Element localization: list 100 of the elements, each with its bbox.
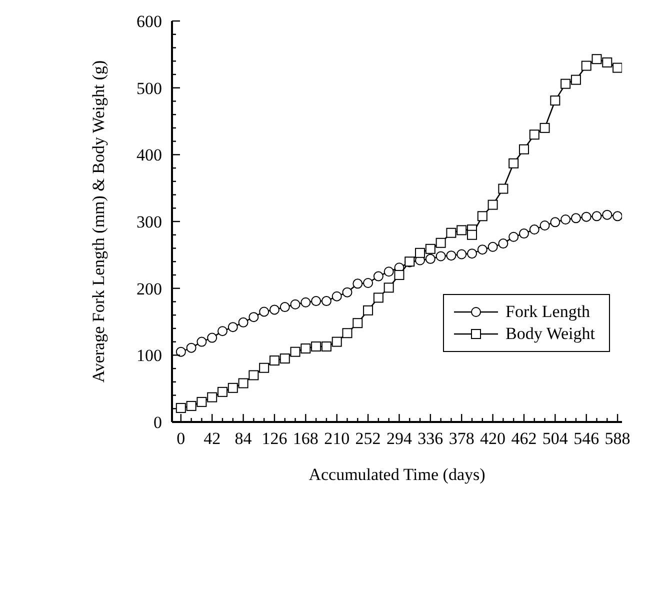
point <box>529 130 540 140</box>
y-tick-label: 0 <box>154 413 162 432</box>
point <box>488 242 498 252</box>
point <box>332 291 342 302</box>
point <box>467 248 477 259</box>
point <box>207 392 218 402</box>
point <box>436 251 446 262</box>
point <box>394 270 404 280</box>
point <box>560 214 571 224</box>
point <box>518 228 529 239</box>
point <box>581 60 592 71</box>
point <box>550 96 560 106</box>
y-tick-label: 500 <box>136 78 162 98</box>
x-tick-label: 0 <box>176 429 186 448</box>
legend-label: Body Weight <box>506 324 595 344</box>
point <box>290 346 300 357</box>
x-tick-label: 588 <box>604 429 630 448</box>
x-tick-label: 42 <box>204 429 221 448</box>
point <box>415 248 426 258</box>
x-tick-label: 252 <box>355 429 381 448</box>
point <box>488 200 498 210</box>
point <box>228 382 238 393</box>
point <box>176 402 186 413</box>
point <box>602 57 612 68</box>
x-tick-label: 504 <box>542 429 568 448</box>
point <box>560 78 571 89</box>
point <box>446 228 456 238</box>
legend-label: Fork Length <box>506 302 590 322</box>
point <box>186 342 196 353</box>
point <box>363 305 374 316</box>
x-tick-label: 294 <box>386 429 412 448</box>
point <box>508 158 519 168</box>
point <box>321 296 332 306</box>
point <box>186 400 196 411</box>
point <box>570 213 581 224</box>
point <box>425 254 436 264</box>
point <box>498 184 508 194</box>
point <box>508 232 519 242</box>
point <box>207 332 218 343</box>
point <box>280 302 290 312</box>
point <box>550 217 560 228</box>
point <box>436 238 446 248</box>
point <box>592 211 602 222</box>
point <box>498 238 508 249</box>
point <box>373 292 384 303</box>
point <box>342 328 352 338</box>
y-axis-title: Average Fork Length (mm) & Body Weight (g) <box>89 60 108 383</box>
point <box>248 312 259 322</box>
point <box>384 266 394 277</box>
point <box>228 322 238 332</box>
y-tick-label: 400 <box>136 146 162 165</box>
point <box>280 354 290 364</box>
point <box>352 278 363 289</box>
point <box>467 230 477 240</box>
x-axis-title: Accumulated Time (days) <box>308 465 486 484</box>
point <box>456 249 467 260</box>
x-tick-label: 210 <box>324 429 350 448</box>
point <box>269 304 280 315</box>
point <box>176 346 186 357</box>
point <box>196 336 207 347</box>
point <box>300 297 311 308</box>
point <box>363 278 374 288</box>
point <box>518 144 529 154</box>
point <box>612 211 622 222</box>
x-tick-label: 420 <box>480 429 506 448</box>
x-tick-label: 336 <box>418 429 444 448</box>
point <box>238 317 248 328</box>
x-tick-label: 546 <box>574 429 600 448</box>
point <box>290 299 300 310</box>
point <box>259 362 270 373</box>
y-tick-label: 300 <box>136 212 162 232</box>
point <box>238 378 248 388</box>
x-tick-label: 126 <box>262 429 288 448</box>
point <box>373 271 384 282</box>
point <box>425 244 436 254</box>
x-tick-label: 168 <box>292 429 318 448</box>
point <box>570 74 581 85</box>
point <box>217 326 228 336</box>
point <box>248 370 259 380</box>
point <box>384 282 394 293</box>
point <box>456 225 467 236</box>
x-tick-label: 462 <box>511 429 537 448</box>
point <box>446 250 456 261</box>
point <box>300 343 311 354</box>
y-tick-label: 100 <box>136 346 162 366</box>
point <box>352 318 363 328</box>
y-tick-label: 600 <box>136 12 162 31</box>
point <box>592 54 602 64</box>
point <box>311 341 322 352</box>
point <box>540 220 550 231</box>
point <box>602 210 612 220</box>
point <box>529 224 540 235</box>
point <box>477 211 488 222</box>
point <box>217 386 228 397</box>
x-tick-label: 378 <box>448 429 474 448</box>
x-tick-label: 84 <box>234 429 252 448</box>
point <box>342 287 352 298</box>
point <box>311 296 322 306</box>
point <box>269 356 280 366</box>
y-tick-label: 200 <box>136 279 162 298</box>
